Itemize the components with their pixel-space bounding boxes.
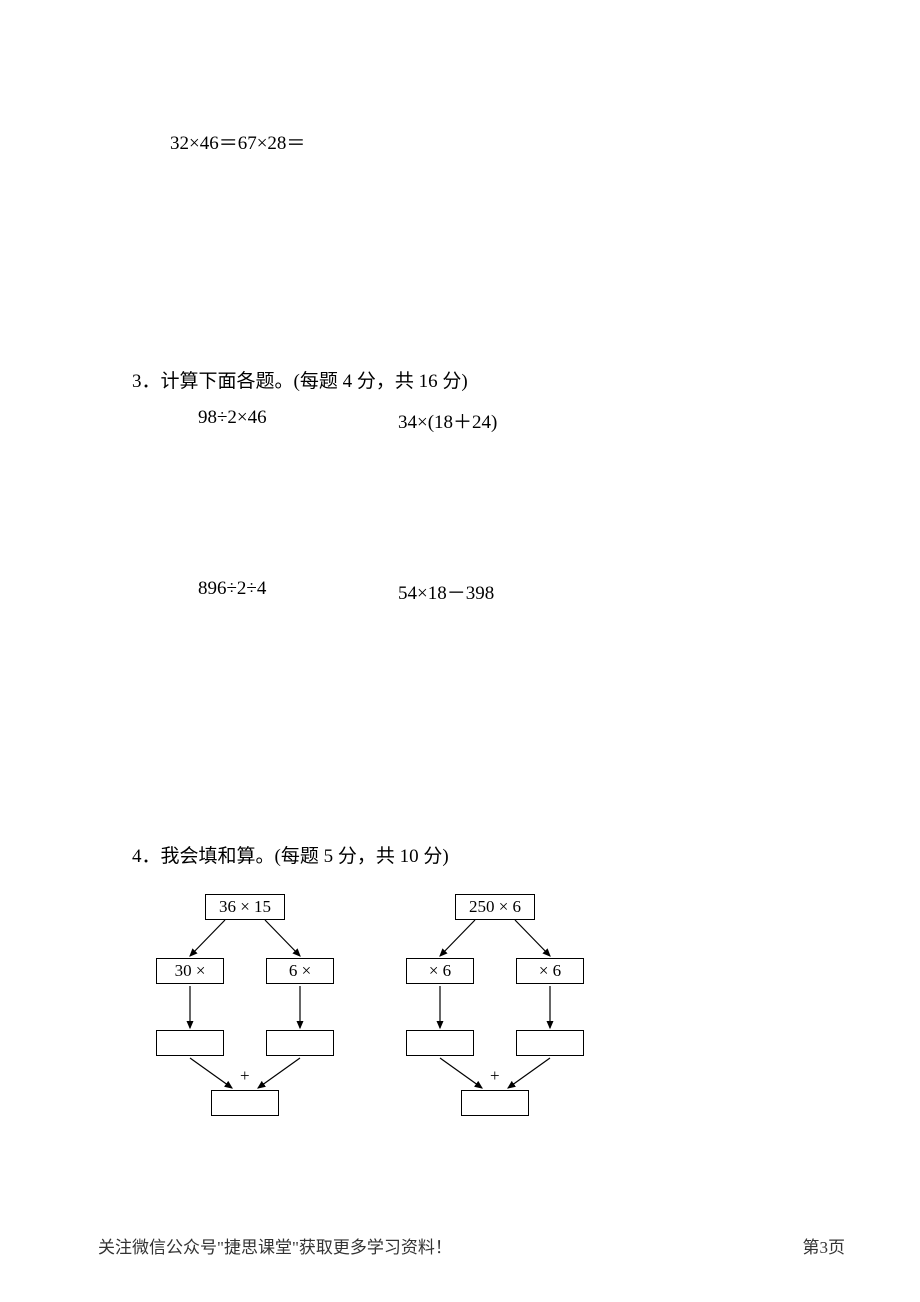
page-number: 第3页 (803, 1233, 846, 1258)
page: 32×46＝67×28＝ 3．计算下面各题。(每题 4 分，共 16 分) 98… (0, 0, 920, 1302)
question-4-label: 4．我会填和算。(每题 5 分，共 10 分) (132, 841, 449, 868)
diagram-area: 36 × 15 30 × 6 × + 250 × 6 × 6 × 6 + (150, 888, 670, 1123)
diag-right-plus: + (490, 1066, 500, 1086)
diag-left-l2b: 6 × (266, 958, 334, 984)
q3-expr-1: 98÷2×46 (198, 407, 267, 429)
diag-right-l2a: × 6 (406, 958, 474, 984)
q3-expr-3: 896÷2÷4 (198, 578, 266, 600)
q3-expr-2: 34×(18＋24) (398, 407, 497, 434)
diag-right-blank-2 (516, 1030, 584, 1056)
expression-line-1: 32×46＝67×28＝ (170, 128, 305, 155)
diag-right-result (461, 1090, 529, 1116)
diag-left-result (211, 1090, 279, 1116)
diag-right-blank-1 (406, 1030, 474, 1056)
diag-left-blank-2 (266, 1030, 334, 1056)
question-3-label: 3．计算下面各题。(每题 4 分，共 16 分) (132, 366, 468, 393)
diag-left-top: 36 × 15 (205, 894, 285, 920)
diag-left-l2a: 30 × (156, 958, 224, 984)
q3-expr-4: 54×18－398 (398, 578, 494, 605)
diag-left-blank-1 (156, 1030, 224, 1056)
diag-right-l2b: × 6 (516, 958, 584, 984)
footer-note: 关注微信公众号"捷思课堂"获取更多学习资料！ (98, 1233, 452, 1258)
diag-left-plus: + (240, 1066, 250, 1086)
diagram-arrows (150, 888, 670, 1123)
diag-right-top: 250 × 6 (455, 894, 535, 920)
